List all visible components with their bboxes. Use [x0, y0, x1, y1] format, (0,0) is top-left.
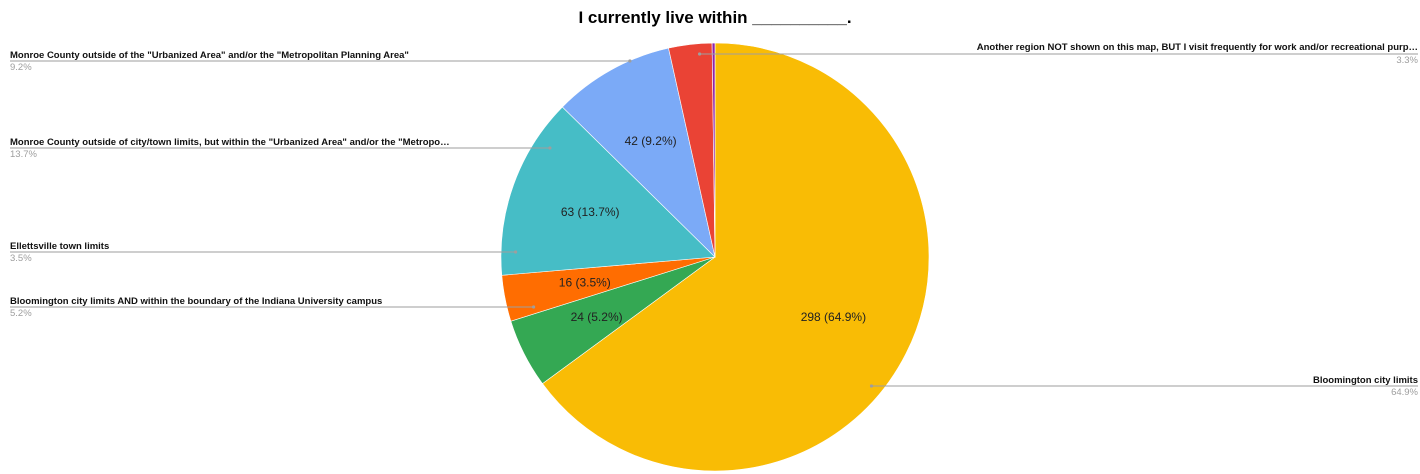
- pie-slices: [500, 42, 930, 472]
- slice-value-label: 298 (64.9%): [801, 310, 866, 324]
- leader-lines: [10, 52, 1418, 388]
- leader-dot: [548, 146, 552, 150]
- pie-slice: [500, 106, 716, 276]
- legend-percent: 9.2%: [10, 62, 32, 73]
- pie-slice: [561, 47, 716, 258]
- legend-label: Another region NOT shown on this map, BU…: [977, 42, 1418, 53]
- legend-percent: 3.3%: [1396, 55, 1418, 66]
- legend-label: Monroe County outside of the "Urbanized …: [10, 50, 409, 61]
- legend-label: Ellettsville town limits: [10, 241, 109, 252]
- legend-label: Bloomington city limits AND within the b…: [10, 296, 382, 307]
- legend-percent: 64.9%: [1391, 387, 1418, 398]
- leader-dot: [532, 305, 536, 309]
- leader-dot: [869, 384, 874, 388]
- chart-title: I currently live within __________.: [578, 8, 851, 27]
- slice-value-label: 63 (13.7%): [561, 205, 620, 219]
- slice-value-label: 42 (9.2%): [625, 134, 677, 148]
- leader-dot: [628, 59, 632, 63]
- leader-dot: [698, 52, 702, 56]
- pie-slice: [711, 42, 716, 258]
- legend-percent: 13.7%: [10, 149, 37, 160]
- slice-value-label: 16 (3.5%): [559, 276, 611, 290]
- legend-label: Monroe County outside of city/town limit…: [10, 137, 450, 148]
- slice-value-label: 24 (5.2%): [571, 310, 623, 324]
- legend-percent: 3.5%: [10, 253, 32, 264]
- pie-slice: [542, 42, 930, 472]
- legend-percent: 5.2%: [10, 308, 32, 319]
- leader-dot: [514, 250, 518, 254]
- legend-label: Bloomington city limits: [1313, 375, 1418, 386]
- slice-labels: 298 (64.9%) 24 (5.2%) 16 (3.5%) 63 (13.7%) 4…: [559, 134, 866, 324]
